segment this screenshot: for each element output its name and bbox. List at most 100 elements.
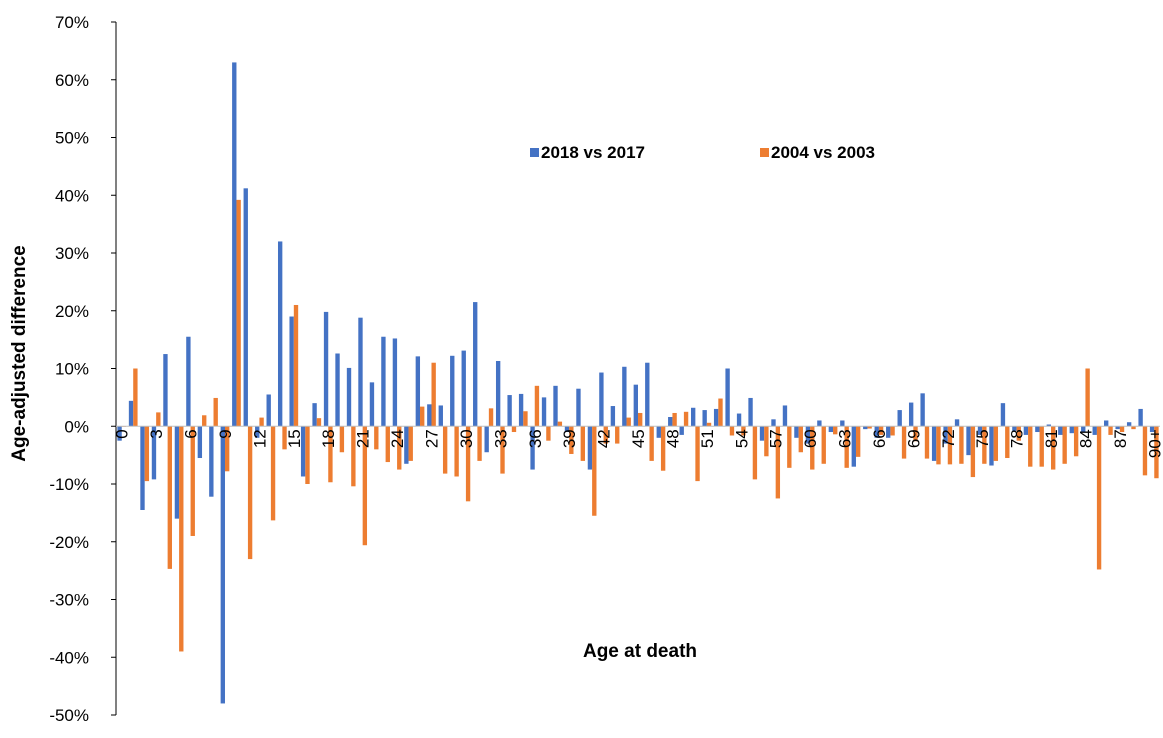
x-tick-label: 66 [870,429,889,448]
bar-s2-32 [488,408,494,427]
bar-s1-4 [163,354,168,427]
bar-s1-2 [140,426,145,510]
y-tick-label: 10% [55,360,89,379]
bar-s2-46 [649,426,654,461]
bar-s1-57 [771,419,776,427]
bar-s1-21 [358,317,363,427]
bar-s1-46 [645,362,650,427]
bar-s2-78 [1016,426,1021,441]
bar-s2-7 [202,415,207,427]
bar-s2-36 [534,385,540,427]
bar-s2-13 [270,426,276,521]
bar-s1-77 [1000,403,1006,427]
bar-s2-90plus [1154,426,1159,479]
bar-s1-73 [954,419,960,427]
bar-s2-11 [247,426,253,560]
bar-s2-3 [156,412,161,427]
bar-s1-89 [1138,408,1143,427]
bar-s1-7 [197,426,203,459]
y-tick-label: -50% [49,706,89,725]
bar-s1-27 [427,404,432,427]
bar-s1-8 [209,426,214,497]
bar-s2-22 [374,426,379,450]
bar-s2-26 [420,406,425,427]
bar-s1-39 [564,426,570,433]
bar-s2-67 [890,426,895,436]
bar-s1-30 [461,350,466,427]
bar-s1-42 [599,372,604,427]
bar-s2-42 [603,426,608,444]
x-tick-label: 63 [836,429,855,448]
bar-s1-74 [966,426,971,456]
bar-s1-69 [908,402,914,427]
bar-s1-85 [1092,426,1097,435]
bar-s2-27 [431,362,436,427]
x-tick-label: 48 [663,429,682,448]
bar-s2-12 [259,417,264,427]
legend-label-2018-vs-2017: 2018 vs 2017 [541,143,645,162]
bar-s1-59 [794,426,799,438]
y-tick-label: -10% [49,475,89,494]
bar-s1-49 [679,426,684,435]
bar-s2-61 [821,426,826,464]
bar-s1-15 [289,316,294,427]
bar-s2-17 [316,418,322,427]
bar-s2-35 [523,411,528,427]
bar-s1-76 [989,426,994,466]
bar-s1-55 [748,397,753,427]
bar-s1-26 [415,356,421,427]
bar-s2-62 [833,426,838,435]
bar-s1-63 [840,420,845,427]
bar-s1-10 [232,62,237,427]
bar-s1-24 [392,338,398,427]
bar-s2-37 [546,426,551,441]
legend-swatch-2018-vs-2017 [530,148,539,157]
bar-s2-82 [1062,426,1067,464]
x-tick-label: 81 [1042,429,1061,448]
legend-label-2004-vs-2003: 2004 vs 2003 [771,143,875,162]
x-tick-label: 6 [182,429,201,438]
bar-s2-57 [775,426,781,499]
bar-s1-16 [300,426,306,477]
bar-s2-15 [293,304,299,427]
bar-s1-36 [530,426,535,470]
bar-s2-75 [982,426,987,464]
x-tick-label: 69 [904,429,923,448]
bar-s1-88 [1126,422,1132,427]
bar-s2-84 [1085,368,1090,427]
y-tick-label: 50% [55,129,89,148]
bar-s2-28 [442,426,448,474]
bar-s2-53 [729,426,735,436]
y-axis-title: Age-adjusted difference [9,245,30,461]
x-tick-label: 0 [113,429,132,438]
bar-s2-74 [970,426,976,478]
bar-s1-84 [1081,426,1086,433]
x-tick-label: 57 [767,429,786,448]
bar-s2-1 [133,368,138,427]
bar-s1-47 [656,426,661,438]
bar-s1-11 [243,188,248,427]
bar-s1-90plus [1149,426,1155,433]
bar-s2-83 [1073,426,1079,457]
bar-s1-9 [220,426,225,704]
bar-s2-88 [1131,426,1136,430]
bar-s2-31 [477,426,482,461]
bar-s2-40 [580,426,585,461]
bar-s2-85 [1096,426,1102,570]
bar-s2-10 [236,199,241,427]
x-tick-label: 15 [285,429,304,448]
legend-swatch-2004-vs-2003 [760,148,769,157]
x-tick-label: 27 [422,429,441,448]
bar-s1-87 [1115,426,1120,430]
bar-s1-45 [633,384,638,427]
bar-s1-18 [323,311,329,427]
bar-s2-79 [1028,426,1033,467]
bars-layer [117,62,1159,704]
bar-s1-38 [553,385,558,427]
bar-s1-53 [725,368,730,427]
y-tick-label: 70% [55,13,89,32]
bar-s2-30 [465,426,471,502]
y-tick-label: -30% [49,591,89,610]
bar-s1-37 [541,397,547,427]
